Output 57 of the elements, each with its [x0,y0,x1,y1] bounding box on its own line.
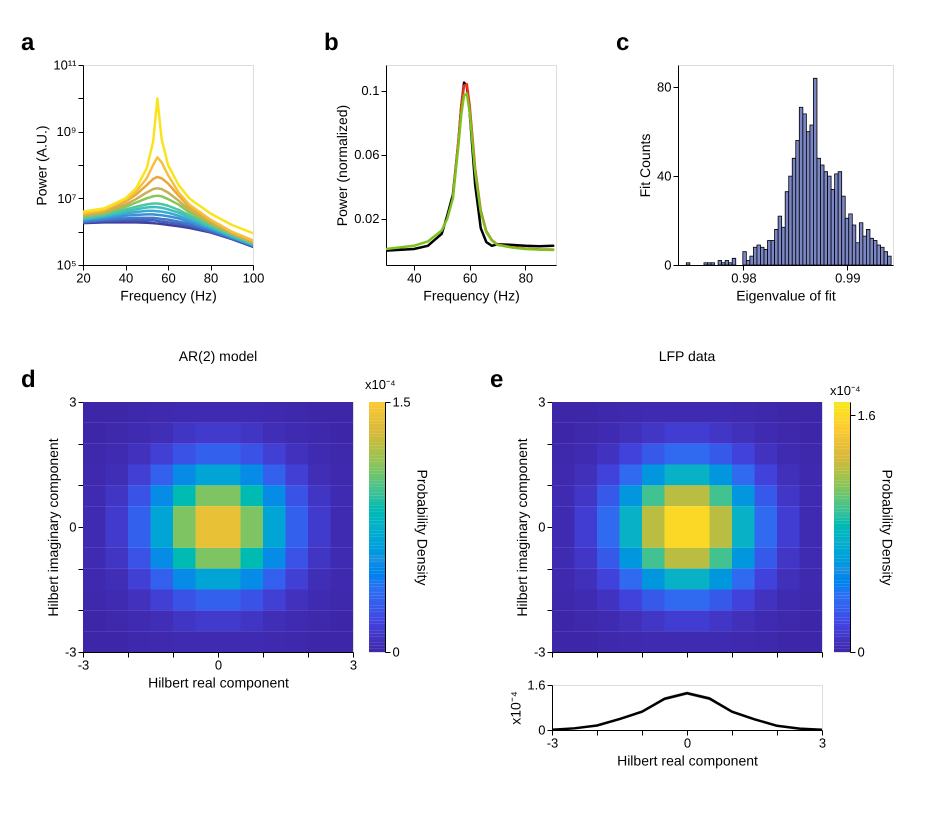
chart-title: LFP data [658,348,716,364]
text: e [490,366,504,393]
x-tick-label: 80 [204,270,218,286]
x-tick-label: 0 [214,658,222,672]
y-axis-title: Fit Counts [637,134,654,198]
x-tick-label: 40 [118,270,134,286]
x-axis-title: Frequency (Hz) [120,288,217,304]
y-tick-label: 10⁷ [57,190,77,206]
x-tick-label: 0 [684,736,692,750]
text: c [616,29,630,56]
y-tick-label: 0.06 [354,147,380,162]
color-bar-label: 0 [392,644,400,660]
x-tick-label: 100 [242,270,264,286]
x-axis-title: Hilbert real component [617,752,758,768]
x-tick-label: 0.98 [731,270,757,286]
y-tick-label: 1.6 [527,678,546,692]
text: b [324,29,339,56]
y-axis-title: Hilbert imaginary component [44,438,61,617]
y-axis-title: Power (A.U.) [33,125,50,206]
x-tick-label: 80 [518,270,534,286]
x-tick-label: 60 [462,270,478,286]
y-axis-title: Hilbert imaginary component [514,438,530,617]
y-tick-label: -3 [64,644,76,660]
y-tick-label: 40 [657,168,672,184]
x-axis-title: Hilbert real component [148,674,290,690]
x-tick-label: 60 [161,270,176,286]
y-tick-label: 10¹¹ [53,58,78,72]
text: a [21,29,35,56]
y-tick-label: 3 [538,394,546,410]
chart-title: AR(2) model [178,348,258,364]
x-tick-label: 40 [407,270,422,286]
y-tick-label: 0 [538,520,546,534]
x-tick-label: 0.99 [835,270,860,286]
y-tick-label: 0 [69,520,76,534]
x-axis-title: Eigenvalue of fit [736,288,836,304]
color-bar-title: Probability Density [414,470,431,586]
x-tick-label: 20 [76,270,91,286]
y-tick-label: 80 [657,80,672,95]
text: d [21,366,36,393]
y-tick-label: 0.1 [361,83,380,98]
y-tick-label: -3 [534,644,546,660]
color-bar-label: 0 [858,644,865,660]
color-bar-title: Probability Density [880,470,896,586]
x-tick-label: 3 [818,736,826,750]
y-tick-label: 10⁵ [56,258,76,272]
text: x10⁻⁴ [365,377,396,392]
y-tick-label: 0.02 [354,211,380,226]
color-bar-label: 1.6 [858,408,876,423]
y-tick-label: 10⁹ [56,124,76,140]
y-tick-label: 3 [69,394,76,410]
color-bar-label: 1.5 [392,394,411,410]
y-axis-title: Power (normalized) [334,104,350,226]
y-tick-label: 0 [664,258,672,272]
text: x10⁻⁴ [830,383,861,398]
y-axis-title: x10⁻⁴ [507,691,524,725]
x-axis-title: Frequency (Hz) [423,288,520,304]
y-tick-label: 0 [538,722,546,738]
